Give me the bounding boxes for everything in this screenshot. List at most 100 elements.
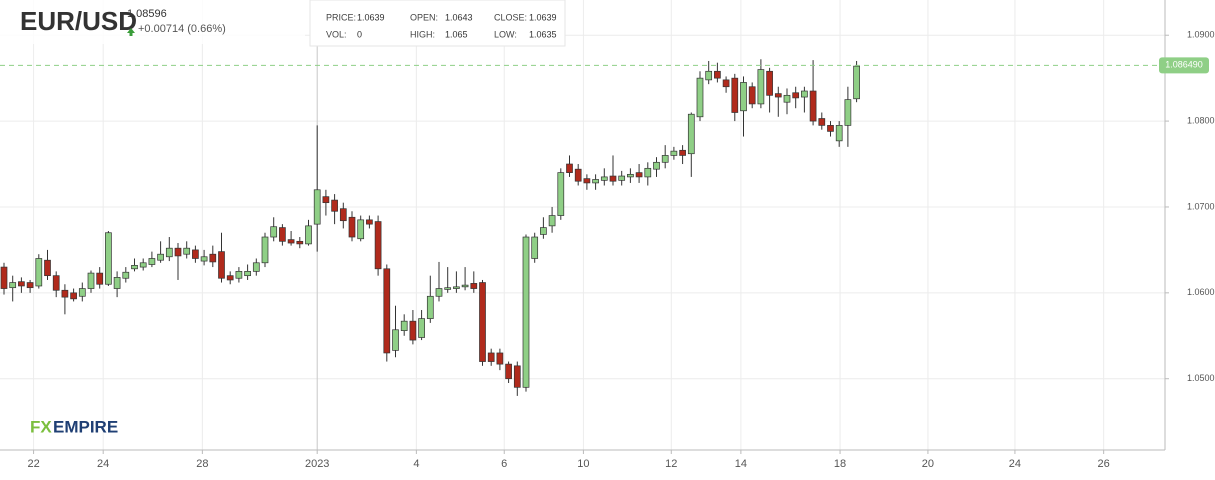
candle-body bbox=[583, 178, 591, 184]
candle-body bbox=[113, 277, 121, 289]
candle-body bbox=[87, 272, 95, 289]
candle-body bbox=[200, 256, 208, 262]
candle-body bbox=[183, 247, 191, 255]
candle-body bbox=[679, 149, 686, 156]
candle-body bbox=[78, 288, 86, 297]
chart-title: EUR/USD bbox=[20, 6, 137, 36]
candle-body bbox=[444, 287, 452, 290]
x-tick-label: 10 bbox=[577, 458, 589, 470]
info-label: PRICE: bbox=[326, 12, 356, 22]
candle-body bbox=[418, 318, 425, 338]
candle-body bbox=[609, 175, 617, 182]
info-box bbox=[309, 0, 566, 47]
candle-body bbox=[313, 189, 321, 225]
candle-body bbox=[52, 275, 60, 291]
candle-body bbox=[644, 167, 652, 178]
info-value: 0 bbox=[357, 29, 362, 39]
candle-body bbox=[844, 99, 852, 126]
candle-body bbox=[470, 283, 478, 289]
candle-body bbox=[600, 176, 608, 181]
candle-body bbox=[244, 271, 251, 277]
candle-body bbox=[139, 262, 147, 268]
candle-body bbox=[705, 70, 713, 81]
header-bg bbox=[0, 0, 305, 44]
info-label: LOW: bbox=[494, 29, 517, 39]
candle-body bbox=[296, 240, 304, 245]
x-tick-label: 12 bbox=[665, 458, 677, 470]
change: +0.00714 (0.66%) bbox=[138, 23, 226, 35]
y-tick-label: 1.0700 bbox=[1187, 201, 1215, 211]
info-value: 1.0643 bbox=[445, 12, 473, 22]
candle-body bbox=[261, 236, 269, 264]
axes: 1.0500 1.0600 1.0700 1.0800 1.0900 22 24 28 2023… bbox=[27, 30, 1214, 470]
candle-body bbox=[270, 226, 278, 238]
candle-body bbox=[392, 329, 399, 351]
candle-body bbox=[635, 172, 643, 178]
candle-body bbox=[740, 82, 747, 112]
info-value: 1.0635 bbox=[529, 29, 557, 39]
candle-body bbox=[670, 150, 678, 156]
candle-body bbox=[18, 281, 25, 287]
candle-body bbox=[766, 70, 773, 96]
candle-body bbox=[131, 265, 138, 270]
candle-body bbox=[522, 236, 530, 388]
candle-body bbox=[44, 259, 51, 277]
info-label: CLOSE: bbox=[494, 12, 527, 22]
logo-fx: FX bbox=[30, 417, 52, 436]
candle-body bbox=[722, 79, 730, 88]
candle-body bbox=[105, 232, 112, 285]
x-tick-label: 20 bbox=[922, 458, 934, 470]
candles bbox=[0, 59, 1165, 396]
candle-body bbox=[122, 271, 130, 279]
candle-body bbox=[226, 275, 234, 281]
candle-body bbox=[157, 253, 164, 261]
candle-body bbox=[400, 320, 408, 331]
candle-body bbox=[279, 227, 286, 242]
candle-body bbox=[531, 236, 539, 259]
candle-body bbox=[783, 94, 791, 103]
x-tick-label: 4 bbox=[413, 458, 419, 470]
candle-body bbox=[774, 93, 782, 98]
candle-body bbox=[331, 199, 338, 212]
candle-body bbox=[26, 282, 34, 289]
candle-body bbox=[339, 208, 347, 222]
candle-body bbox=[348, 216, 356, 238]
x-tick-label: 22 bbox=[27, 458, 39, 470]
candle-body bbox=[661, 155, 669, 163]
candle-body bbox=[148, 258, 156, 265]
candle-body bbox=[574, 168, 582, 182]
candle-body bbox=[174, 247, 182, 257]
y-tick-label: 1.0900 bbox=[1187, 30, 1215, 40]
candle-body bbox=[618, 175, 626, 181]
candle-body bbox=[487, 352, 495, 362]
info-value: 1.065 bbox=[445, 29, 468, 39]
candle-body bbox=[305, 225, 312, 245]
candle-body bbox=[748, 86, 756, 105]
info-label: VOL: bbox=[326, 29, 347, 39]
candle-body bbox=[757, 69, 765, 105]
current-price-label: 1.086490 bbox=[1165, 60, 1203, 70]
candle-body bbox=[287, 239, 295, 244]
x-tick-label: 2023 bbox=[305, 458, 329, 470]
candle-body bbox=[809, 90, 817, 122]
grid bbox=[0, 0, 1165, 450]
candle-body bbox=[61, 289, 69, 298]
candle-body bbox=[252, 262, 260, 272]
x-tick-label: 26 bbox=[1098, 458, 1110, 470]
candle-body bbox=[792, 92, 800, 99]
candle-body bbox=[548, 215, 556, 227]
x-tick-label: 14 bbox=[735, 458, 747, 470]
candle-body bbox=[731, 77, 739, 113]
current-price-box bbox=[1159, 57, 1209, 74]
candle-body bbox=[235, 271, 243, 279]
candle-body bbox=[653, 161, 660, 170]
candle-body bbox=[374, 221, 382, 270]
candle-body bbox=[453, 286, 460, 289]
x-tick-label: 24 bbox=[1009, 458, 1021, 470]
candle-body bbox=[566, 163, 573, 173]
last-price: 1.08596 bbox=[127, 8, 167, 20]
